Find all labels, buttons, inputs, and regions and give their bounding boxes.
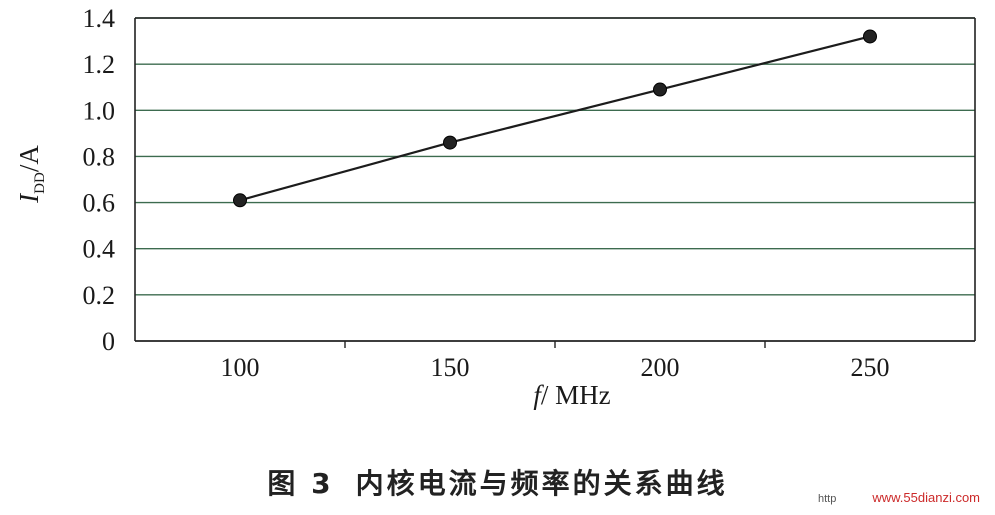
data-point — [233, 193, 247, 208]
series — [233, 29, 877, 208]
data-point — [653, 82, 667, 97]
axes — [134, 17, 976, 348]
x-tick-label: 250 — [851, 353, 890, 382]
y-tick-label: 0.6 — [83, 189, 116, 218]
x-axis-unit: / MHz — [541, 380, 611, 410]
figure-number: 图 3 — [267, 467, 334, 500]
watermark: http www.55dianzi.com — [818, 490, 990, 510]
y-tick-label: 0.2 — [83, 281, 116, 310]
x-tick-label: 150 — [431, 353, 470, 382]
series-line — [239, 35, 871, 202]
y-axis-subscript: DD — [32, 172, 48, 194]
figure-caption: 图 3 内核电流与频率的关系曲线 — [0, 462, 995, 502]
y-axis-symbol: I — [14, 192, 44, 204]
y-tick-label: 1.0 — [83, 96, 116, 125]
y-tick-label: 0 — [102, 327, 115, 356]
y-tick-label: 1.4 — [83, 4, 116, 33]
y-tick-label: 1.2 — [83, 50, 116, 79]
data-point — [443, 135, 457, 150]
x-tick-label: 100 — [221, 353, 260, 382]
y-axis-label: IDD/A — [14, 145, 48, 204]
y-tick-labels: 0 0.2 0.4 0.6 0.8 1.0 1.2 1.4 — [83, 4, 116, 356]
y-axis-unit: /A — [14, 145, 44, 173]
x-axis-symbol: f — [533, 380, 544, 410]
watermark-prefix: http — [818, 493, 837, 505]
y-tick-label: 0.4 — [83, 235, 116, 264]
watermark-url: www.55dianzi.com — [872, 490, 981, 505]
x-tick-label: 200 — [641, 353, 680, 382]
y-tick-label: 0.8 — [83, 142, 116, 171]
x-tick-labels: 100 150 200 250 — [221, 353, 890, 382]
x-axis-label: f/ MHz — [533, 380, 610, 410]
caption-text: 内核电流与频率的关系曲线 — [355, 467, 728, 500]
gridlines — [135, 17, 975, 296]
data-point — [863, 29, 877, 44]
